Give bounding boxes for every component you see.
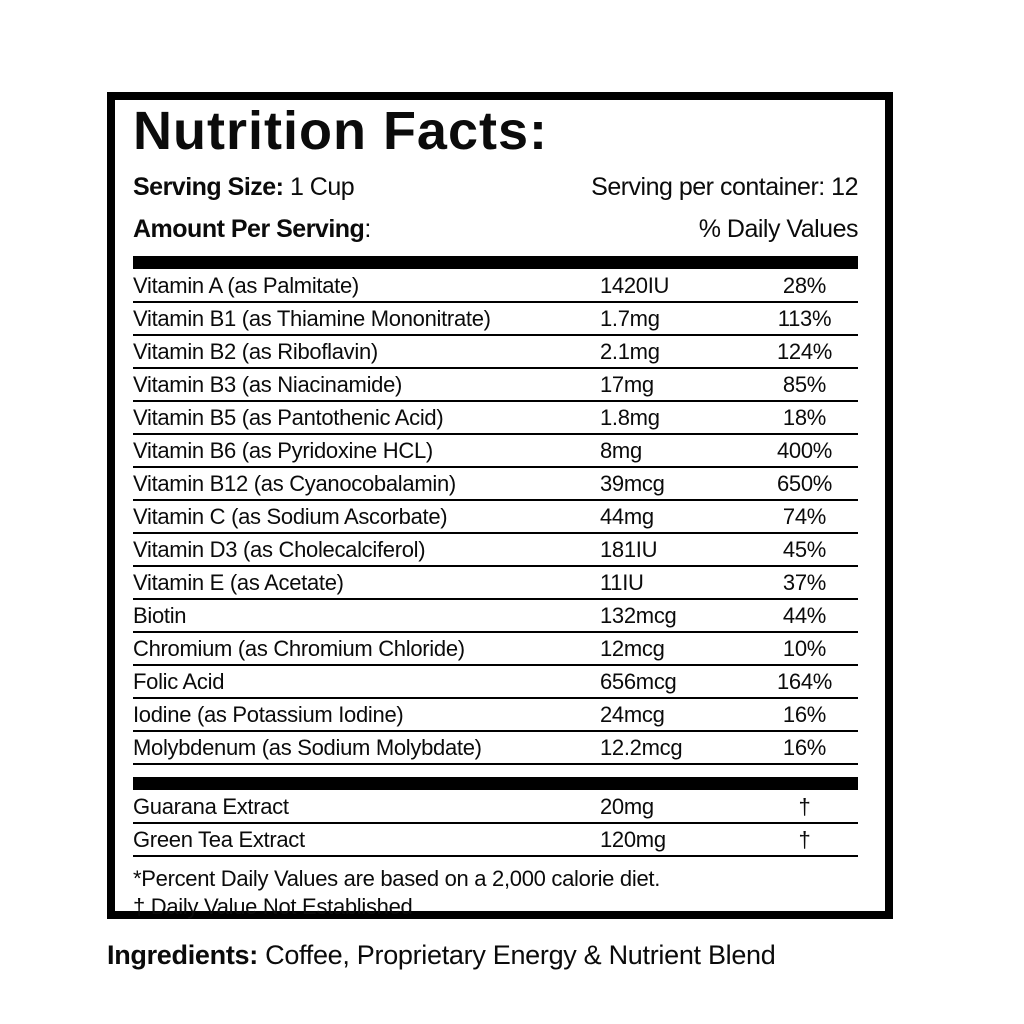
top-thick-divider [133, 256, 858, 269]
nutrient-daily-value: 10% [782, 635, 827, 661]
nutrient-daily-value: 113% [777, 305, 832, 331]
table-row: Vitamin A (as Palmitate) 1420IU 28% [133, 270, 858, 303]
table-row: Iodine (as Potassium Iodine) 24mcg 16% [133, 699, 858, 732]
nutrient-name: Vitamin B6 (as Pyridoxine HCL) [133, 437, 433, 463]
nutrient-amount: 20mg [600, 793, 654, 819]
amount-line: Amount Per Serving: % Daily Values [133, 215, 859, 244]
serving-size: Serving Size: 1 Cup [133, 173, 355, 202]
table-row: Vitamin D3 (as Cholecalciferol) 181IU 45… [133, 534, 858, 567]
nutrient-daily-value: 45% [782, 536, 827, 562]
middle-thick-divider [133, 777, 858, 790]
nutrient-name: Vitamin B1 (as Thiamine Mononitrate) [133, 305, 491, 331]
nutrient-daily-value: 44% [782, 602, 827, 628]
table-row: Vitamin B1 (as Thiamine Mononitrate) 1.7… [133, 303, 858, 336]
nutrient-amount: 1.8mg [600, 404, 660, 430]
nutrient-daily-value: 74% [782, 503, 827, 529]
serving-line: Serving Size: 1 Cup Serving per containe… [133, 173, 858, 202]
nutrient-name: Vitamin E (as Acetate) [133, 569, 344, 595]
table-row: Biotin 132mcg 44% [133, 600, 858, 633]
amount-per-serving: Amount Per Serving: [133, 215, 371, 244]
table-row: Vitamin B5 (as Pantothenic Acid) 1.8mg 1… [133, 402, 858, 435]
nutrient-amount: 120mg [600, 826, 666, 852]
table-row: Vitamin B12 (as Cyanocobalamin) 39mcg 65… [133, 468, 858, 501]
nutrient-amount: 39mcg [600, 470, 665, 496]
nutrient-name: Green Tea Extract [133, 826, 305, 852]
nutrient-daily-value: 650% [776, 470, 833, 496]
nutrient-name: Vitamin B3 (as Niacinamide) [133, 371, 403, 397]
footnote-daily-values: *Percent Daily Values are based on a 2,0… [133, 866, 661, 891]
nutrient-daily-value: 124% [776, 338, 833, 364]
nutrient-daily-value: 28% [782, 272, 827, 298]
nutrient-daily-value: 164% [776, 668, 833, 694]
table-row: Vitamin E (as Acetate) 11IU 37% [133, 567, 858, 600]
nutrient-daily-value: 85% [782, 371, 827, 397]
nutrient-daily-value: 18% [782, 404, 827, 430]
table-row: Folic Acid 656mcg 164% [133, 666, 858, 699]
nutrient-amount: 656mcg [600, 668, 677, 694]
nutrient-amount: 1.7mg [600, 305, 660, 331]
supplement-table: Guarana Extract 20mg † Green Tea Extract… [133, 791, 858, 857]
table-row: Guarana Extract 20mg † [133, 791, 858, 824]
nutrient-daily-value: † [798, 826, 811, 852]
table-row: Chromium (as Chromium Chloride) 12mcg 10… [133, 633, 858, 666]
nutrient-name: Vitamin B12 (as Cyanocobalamin) [133, 470, 456, 496]
nutrient-amount: 17mg [600, 371, 654, 397]
nutrient-amount: 12.2mcg [600, 734, 683, 760]
nutrition-facts-panel: Nutrition Facts: Serving Size: 1 Cup Ser… [107, 92, 893, 919]
nutrient-daily-value: 37% [782, 569, 827, 595]
nutrient-amount: 12mcg [600, 635, 665, 661]
footnote-dagger: † Daily Value Not Established [133, 894, 413, 919]
nutrient-amount: 8mg [600, 437, 642, 463]
nutrient-amount: 2.1mg [600, 338, 660, 364]
table-row: Vitamin B3 (as Niacinamide) 17mg 85% [133, 369, 858, 402]
nutrient-name: Molybdenum (as Sodium Molybdate) [133, 734, 482, 760]
nutrient-name: Iodine (as Potassium Iodine) [133, 701, 404, 727]
table-row: Vitamin C (as Sodium Ascorbate) 44mg 74% [133, 501, 858, 534]
nutrition-facts-title: Nutrition Facts: [133, 101, 548, 161]
nutrient-name: Vitamin A (as Palmitate) [133, 272, 359, 298]
nutrient-name: Guarana Extract [133, 793, 289, 819]
serving-size-label: Serving Size: [133, 173, 284, 201]
nutrient-daily-value: 400% [776, 437, 833, 463]
nutrient-daily-value: 16% [782, 701, 827, 727]
serving-size-value: 1 Cup [289, 173, 355, 201]
nutrient-amount: 44mg [600, 503, 654, 529]
nutrient-name: Folic Acid [133, 668, 225, 694]
amount-per-serving-label: Amount Per Serving [133, 215, 365, 243]
nutrient-amount: 132mcg [600, 602, 677, 628]
nutrient-amount: 181IU [600, 536, 658, 562]
nutrient-daily-value: † [798, 793, 811, 819]
table-row: Vitamin B6 (as Pyridoxine HCL) 8mg 400% [133, 435, 858, 468]
ingredients-line: Ingredients: Coffee, Proprietary Energy … [107, 940, 776, 971]
nutrient-amount: 1420IU [600, 272, 670, 298]
ingredients-label: Ingredients: [107, 940, 258, 970]
nutrient-name: Vitamin B5 (as Pantothenic Acid) [133, 404, 444, 430]
nutrient-amount: 24mcg [600, 701, 665, 727]
nutrient-name: Chromium (as Chromium Chloride) [133, 635, 465, 661]
nutrient-name: Vitamin C (as Sodium Ascorbate) [133, 503, 448, 529]
ingredients-value: Coffee, Proprietary Energy & Nutrient Bl… [257, 940, 776, 970]
nutrient-daily-value: 16% [782, 734, 827, 760]
nutrient-name: Vitamin D3 (as Cholecalciferol) [133, 536, 426, 562]
footnotes: *Percent Daily Values are based on a 2,0… [133, 865, 858, 921]
nutrient-amount: 11IU [600, 569, 644, 595]
nutrient-name: Biotin [133, 602, 187, 628]
table-row: Molybdenum (as Sodium Molybdate) 12.2mcg… [133, 732, 858, 765]
table-row: Green Tea Extract 120mg † [133, 824, 858, 857]
servings-per-container: Serving per container: 12 [591, 173, 858, 201]
nutrient-table: Vitamin A (as Palmitate) 1420IU 28% Vita… [133, 270, 858, 765]
daily-values-header: % Daily Values [698, 215, 859, 243]
amount-per-serving-colon: : [364, 215, 371, 243]
nutrient-name: Vitamin B2 (as Riboflavin) [133, 338, 378, 364]
table-row: Vitamin B2 (as Riboflavin) 2.1mg 124% [133, 336, 858, 369]
